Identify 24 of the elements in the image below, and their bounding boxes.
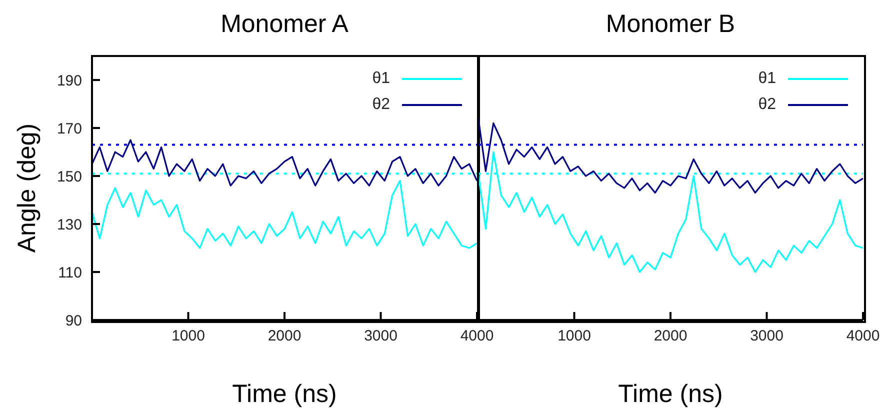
x-tick-label: 4000 [460,328,494,345]
y-tick-label: 170 [56,120,82,138]
legend-label: θ1 [758,69,776,89]
chart-title: Monomer A [220,10,350,39]
y-tick-label: 190 [56,72,82,90]
x-tick-label: 3000 [364,328,398,345]
y-tick-label: 110 [58,264,82,282]
y-tick-label: 130 [56,216,82,234]
x-tick-label: 3000 [750,328,784,345]
line-series [92,180,477,249]
y-tick-label: 90 [65,312,82,330]
x-tick-label: 2000 [654,328,688,345]
x-axis-title: Time (ns) [232,380,337,408]
legend-label: θ1 [372,69,390,89]
legend-label: θ2 [758,95,776,115]
x-tick-label: 1000 [172,328,205,345]
x-tick-label: 1000 [558,328,591,345]
legend-label: θ2 [372,95,390,115]
chart-title: Monomer B [604,10,736,39]
x-tick-label: 4000 [846,328,880,345]
x-tick-label: 2000 [268,328,302,345]
y-tick-label: 150 [56,168,82,186]
y-axis-title: Angle (deg) [12,123,41,253]
x-axis-title: Time (ns) [618,380,723,408]
